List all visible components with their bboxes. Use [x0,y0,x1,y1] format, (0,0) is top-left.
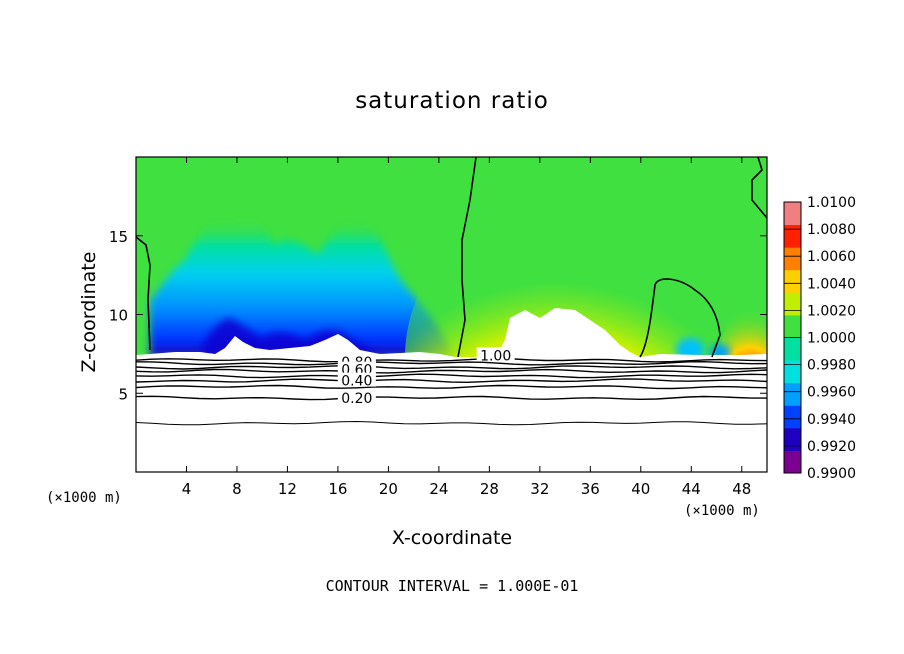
contour-line [135,360,768,366]
contour-label-bg [337,389,376,404]
contour-line [135,378,768,384]
y-tick-label: 15 [109,228,128,246]
x-tick-label: 12 [278,480,297,498]
colorbar-swatch [784,224,801,248]
colorbar-swatch [784,247,801,271]
contour-line [135,357,768,363]
x-tick-label: 28 [480,480,499,498]
colorbar-swatch [784,427,801,451]
y-tick-label: 5 [118,385,128,403]
x-tick-label: 36 [581,480,600,498]
colorbar-swatch [784,360,801,384]
colorbar-swatch [784,382,801,406]
colorbar-tick-label: 1.0080 [807,222,856,238]
x-tick-label: 24 [429,480,448,498]
colorbar-tick-label: 1.0000 [807,331,856,347]
y-axis-ticks: 5 10 15 [109,228,767,403]
colorbar-tick-label: 1.0060 [807,249,856,265]
y-unit-label: (×1000 m) [46,490,122,506]
x-tick-label: 20 [379,480,398,498]
x-tick-label: 44 [682,480,701,498]
x-tick-label: 4 [182,480,192,498]
colorbar-swatch [784,405,801,429]
colorbar-swatch [784,337,801,361]
colorbar-tick-label: 1.0040 [807,276,856,292]
x-axis-ticks: 4 8 12 16 20 24 28 32 36 40 44 48 [182,157,751,498]
colorbar-tick-label: 0.9980 [807,358,856,374]
colorbar: 1.0100 1.0080 1.0060 1.0040 1.0020 1.0000 0.99… [783,195,856,482]
contour-lines [135,357,768,426]
plume [405,207,705,357]
x-tick-label: 40 [631,480,650,498]
colorbar-tick-label: 0.9960 [807,385,856,401]
contour-label-bg [337,372,376,387]
colorbar-swatch [784,314,801,338]
x-tick-label: 32 [530,480,549,498]
x-axis-label: X-coordinate [391,527,513,549]
colorbar-swatch [784,450,801,474]
x-unit-label: (×1000 m) [684,503,760,519]
contour-line [135,395,767,401]
contour-label: 0.20 [341,391,372,407]
x-tick-label: 48 [732,480,751,498]
contour-label-bg [337,361,376,376]
colorbar-swatch [784,292,801,316]
colorbar-tick-label: 1.0100 [807,195,856,211]
contour-line [135,384,768,390]
contour-label: 1.00 [480,348,511,364]
contour-line [135,368,768,374]
y-tick-label: 10 [109,307,128,325]
colorbar-tick-label: 0.9940 [807,412,856,428]
colorbar-tick-label: 0.9900 [807,466,856,482]
colorbar-swatch [784,269,801,293]
color-field [136,157,767,357]
chart-title: saturation ratio [355,88,549,114]
contour-interval-note: CONTOUR INTERVAL = 1.000E-01 [325,577,579,595]
contour-line [135,373,768,379]
y-axis-label: Z-coordinate [78,251,100,373]
contour-label: 0.40 [341,374,372,390]
contour-line [135,364,768,370]
contour-label-bg [476,347,515,362]
x-tick-label: 8 [232,480,242,498]
contour-labels: 1.000.800.600.400.20 [337,347,515,407]
colorbar-tick-label: 0.9920 [807,439,856,455]
contour-line [135,420,768,426]
x-tick-label: 16 [328,480,347,498]
colorbar-tick-label: 1.0020 [807,303,856,319]
contour-1-00 [135,156,768,358]
colorbar-swatch [784,202,801,226]
